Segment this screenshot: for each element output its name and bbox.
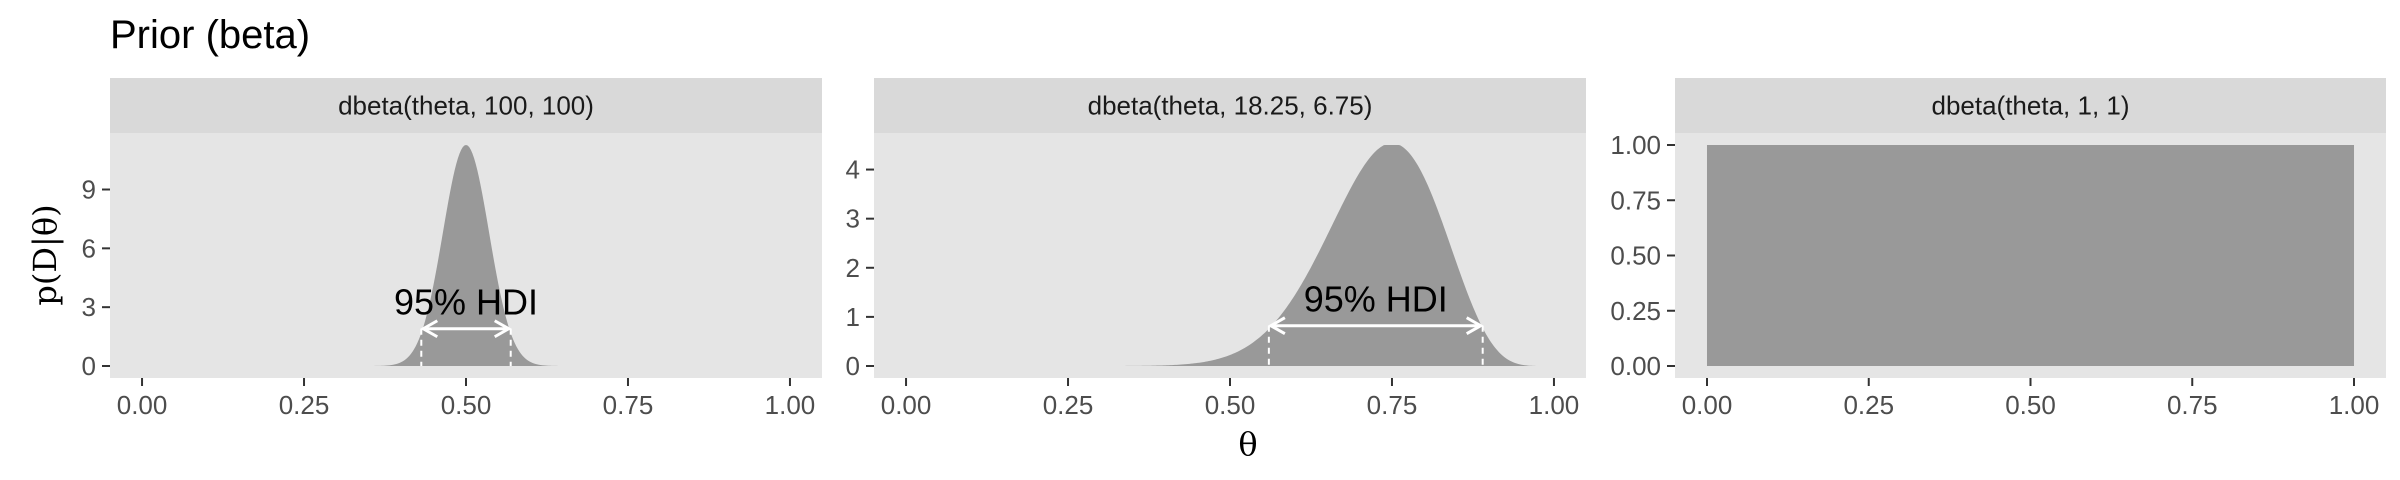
hdi-arrowhead-left [420,319,439,339]
facet-strip-label: dbeta(theta, 100, 100) [338,91,594,121]
x-tick-label: 0.50 [2005,390,2056,420]
y-axis-title: p(D|θ) [26,204,64,305]
x-tick-label: 0.25 [279,390,330,420]
x-tick-label: 0.00 [117,390,168,420]
y-tick-label: 4 [846,155,860,185]
y-tick-label: 2 [846,253,860,283]
panel: dbeta(theta, 100, 100) 0 3 6 9 0.00 0.25 0.50 0.… [82,78,822,420]
y-tick-label: 9 [82,175,96,205]
y-tick-label: 0.25 [1610,296,1661,326]
facet-strip [110,78,822,133]
y-tick-label: 1.00 [1610,130,1661,160]
x-tick-label: 0.75 [603,390,654,420]
y-tick-label: 0 [82,351,96,381]
x-tick-label: 0.25 [1043,390,1094,420]
density-area [142,145,790,366]
hdi-label: 95% HDI [1304,279,1448,320]
y-tick-label: 0.75 [1610,185,1661,215]
y-tick-label: 3 [846,204,860,234]
panel: dbeta(theta, 18.25, 6.75) 0 1 2 3 4 0.00 0.25 0.… [846,78,1586,420]
x-tick-label: 1.00 [765,390,816,420]
figure-title: Prior (beta) [110,13,310,57]
facet-strip [1675,78,2386,133]
hdi-arrowhead-right [1465,316,1484,336]
x-tick-label: 0.00 [881,390,932,420]
y-tick-label: 3 [82,292,96,322]
x-axis-title: θ [1238,425,1257,463]
y-tick-label: 0.50 [1610,241,1661,271]
facet-strip-label: dbeta(theta, 18.25, 6.75) [1088,91,1373,121]
panels: dbeta(theta, 100, 100) 0 3 6 9 0.00 0.25 0.50 0.… [82,78,2386,420]
x-tick-label: 1.00 [2329,390,2380,420]
y-tick-label: 1 [846,302,860,332]
x-tick-label: 0.00 [1682,390,1733,420]
hdi-arrowhead-right [493,319,512,339]
y-tick-label: 0 [846,351,860,381]
density-area [1706,145,2355,366]
density-area [906,145,1554,366]
x-tick-label: 0.75 [2167,390,2218,420]
facet-strip-label: dbeta(theta, 1, 1) [1931,91,2129,121]
hdi-label: 95% HDI [394,282,538,323]
y-tick-label: 6 [82,233,96,263]
y-tick-label: 0.00 [1610,351,1661,381]
x-tick-label: 0.50 [1205,390,1256,420]
x-tick-label: 0.50 [441,390,492,420]
panel: dbeta(theta, 1, 1) 0.00 0.25 0.50 0.75 1.00 0.… [1610,78,2386,420]
x-tick-label: 0.75 [1367,390,1418,420]
facet-strip [874,78,1586,133]
x-tick-label: 0.25 [1843,390,1894,420]
x-tick-label: 1.00 [1529,390,1580,420]
hdi-arrowhead-left [1267,316,1286,336]
